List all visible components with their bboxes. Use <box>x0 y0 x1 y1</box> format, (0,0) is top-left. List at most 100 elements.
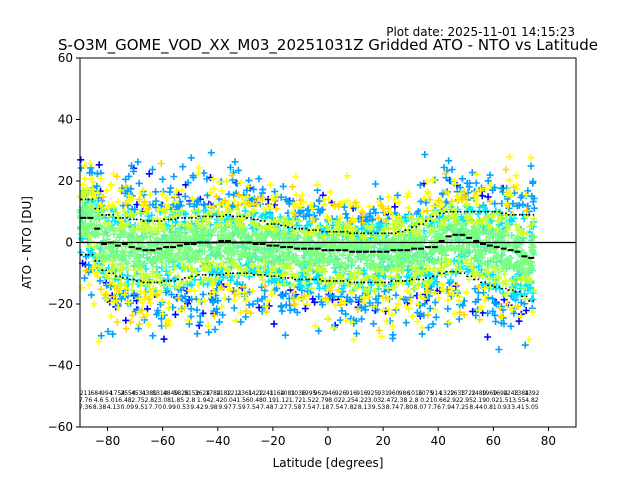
plot-area: 211 684 9941754255445314380531048405828515… <box>76 149 576 411</box>
bin-stat-label: 8.13 <box>358 404 372 411</box>
y-tick-label: −60 <box>48 420 73 434</box>
bin-stat-label: 3.55 <box>512 397 526 404</box>
x-tick-label: −80 <box>95 434 120 448</box>
bin-stat-label: 5152 <box>184 390 199 397</box>
bin-stat-label: 5.01 <box>105 397 119 404</box>
scatter-points <box>76 149 538 353</box>
y-tick-label: 20 <box>58 174 73 188</box>
bin-stat-label: 5310 <box>152 390 167 397</box>
bin-stat-label: 2.75 <box>131 397 145 404</box>
bin-stat-label: 2.19 <box>473 397 487 404</box>
bin-stat-label: 1784 <box>205 390 220 397</box>
bin-stat-label: 2.95 <box>460 397 474 404</box>
bin-stat-label: 1969 <box>482 390 497 397</box>
bin-stat-label: 0.81 <box>483 404 497 411</box>
bin-statistics <box>80 198 535 302</box>
bin-stat-label: 1489 <box>471 390 486 397</box>
bin-stat-label: 914 <box>431 390 443 397</box>
bin-stat-label: 1036 <box>290 390 305 397</box>
bin-stat-label: 1016 <box>407 390 422 397</box>
scatter-marker-group <box>82 160 531 334</box>
bin-stat-label: 916 <box>356 390 368 397</box>
bin-stat-label: 4.13 <box>107 404 121 411</box>
bin-stat-label: 925 <box>367 390 379 397</box>
y-axis-ticks: −60 −40 −20 0 20 40 60 <box>48 51 80 434</box>
bin-stat-label: 684 <box>90 390 102 397</box>
bin-stat-label: 7.25 <box>455 404 469 411</box>
bin-stat-label: 960 <box>388 390 400 397</box>
bin-stat-label: 1081 <box>280 390 295 397</box>
bin-stat-label: 8.38 <box>93 404 107 411</box>
bin-stat-label: 1.85 <box>171 397 185 404</box>
bin-stat-label: 1.12 <box>276 397 290 404</box>
bin-stat-label: 8.02 <box>328 397 342 404</box>
bin-stat-label: 0.09 <box>121 404 135 411</box>
bin-stat-label: 7.82 <box>344 404 358 411</box>
bin-stat-label: 1754 <box>110 390 125 397</box>
y-tick-label: 0 <box>65 236 73 250</box>
bin-stat-label: 1.72 <box>289 397 303 404</box>
bin-stat-label: 916 <box>345 390 357 397</box>
bin-stat-label: 1694 <box>492 390 507 397</box>
bin-stat-label: 6.48 <box>118 397 132 404</box>
bin-stat-labels: 211 684 9941754255445314380531048405828515… <box>79 390 540 411</box>
plot-date: Plot date: 2025-11-01 14:15:23 <box>386 25 575 39</box>
bin-stat-label: 7.54 <box>246 404 260 411</box>
bin-stat-label: 1241 <box>259 390 274 397</box>
bin-stat-label: 1182 <box>216 390 231 397</box>
y-tick-label: −40 <box>48 359 73 373</box>
y-tick-label: −20 <box>48 297 73 311</box>
bin-stat-label: 7.54 <box>330 404 344 411</box>
bin-stat-label: 1075 <box>418 390 433 397</box>
bin-stat-label: 7.18 <box>316 404 330 411</box>
x-axis-label: Latitude [degrees] <box>273 456 384 470</box>
bin-stat-label: 8.74 <box>386 404 400 411</box>
x-tick-label: 60 <box>486 434 501 448</box>
bin-stat-label: 9.51 <box>135 404 149 411</box>
bin-stat-label: 1722 <box>460 390 475 397</box>
x-tick-label: 20 <box>375 434 390 448</box>
bin-stat-label: 931 <box>377 390 389 397</box>
x-axis-ticks: −80 −60 −40 −20 0 20 40 60 80 <box>95 427 556 448</box>
bin-stat-label: 211 <box>80 390 92 397</box>
bin-stat-label: 4.6 <box>94 397 104 404</box>
bin-stat-label: 986 <box>399 390 411 397</box>
bin-stat-label: 9.42 <box>190 404 204 411</box>
y-tick-label: 40 <box>58 113 73 127</box>
bin-stat-label: 1.52 <box>302 397 316 404</box>
bin-stat-label: 4380 <box>142 390 157 397</box>
bin-stat-label: 3.03 <box>368 397 382 404</box>
bin-stat-label: 0.48 <box>250 397 264 404</box>
x-tick-label: 40 <box>431 434 446 448</box>
x-tick-label: −40 <box>205 434 230 448</box>
x-tick-label: 80 <box>541 434 556 448</box>
bin-stat-label: 4.82 <box>525 397 539 404</box>
bin-stat-label: 2.82 <box>144 397 158 404</box>
bin-stat-label: 5.05 <box>525 404 539 411</box>
bin-stat-label: 3624 <box>195 390 210 397</box>
bin-stat-label: 2.47 <box>381 397 395 404</box>
bin-stat-label: 3.08 <box>158 397 172 404</box>
bin-stat-label: 7.76 <box>79 397 93 404</box>
bin-stat-label: 0.66 <box>433 397 447 404</box>
bin-stat-label: 7.70 <box>149 404 163 411</box>
bin-stat-label: 1243 <box>503 390 518 397</box>
bin-stat-label: 7.80 <box>400 404 414 411</box>
bin-stat-label: 2.8 <box>409 397 419 404</box>
bin-stat-label: 0.99 <box>163 404 177 411</box>
bin-stat-label: 1392 <box>524 390 539 397</box>
bin-stat-label: 1.56 <box>236 397 250 404</box>
bin-stat-label: 9.53 <box>372 404 386 411</box>
scatter-marker-group <box>76 188 538 303</box>
bin-stat-label: 1422 <box>248 390 263 397</box>
bin-stat-label: 4.22 <box>355 397 369 404</box>
bin-stat-label: 8.07 <box>414 404 428 411</box>
bin-stat-label: 7.36 <box>79 404 93 411</box>
bin-stat-label: 7.54 <box>302 404 316 411</box>
bin-stat-label: 7.27 <box>274 404 288 411</box>
bin-stat-label: 2.25 <box>341 397 355 404</box>
bin-stat-label: 7.94 <box>442 404 456 411</box>
bin-stat-label: 7.76 <box>428 404 442 411</box>
bin-stat-label: 9.98 <box>204 404 218 411</box>
